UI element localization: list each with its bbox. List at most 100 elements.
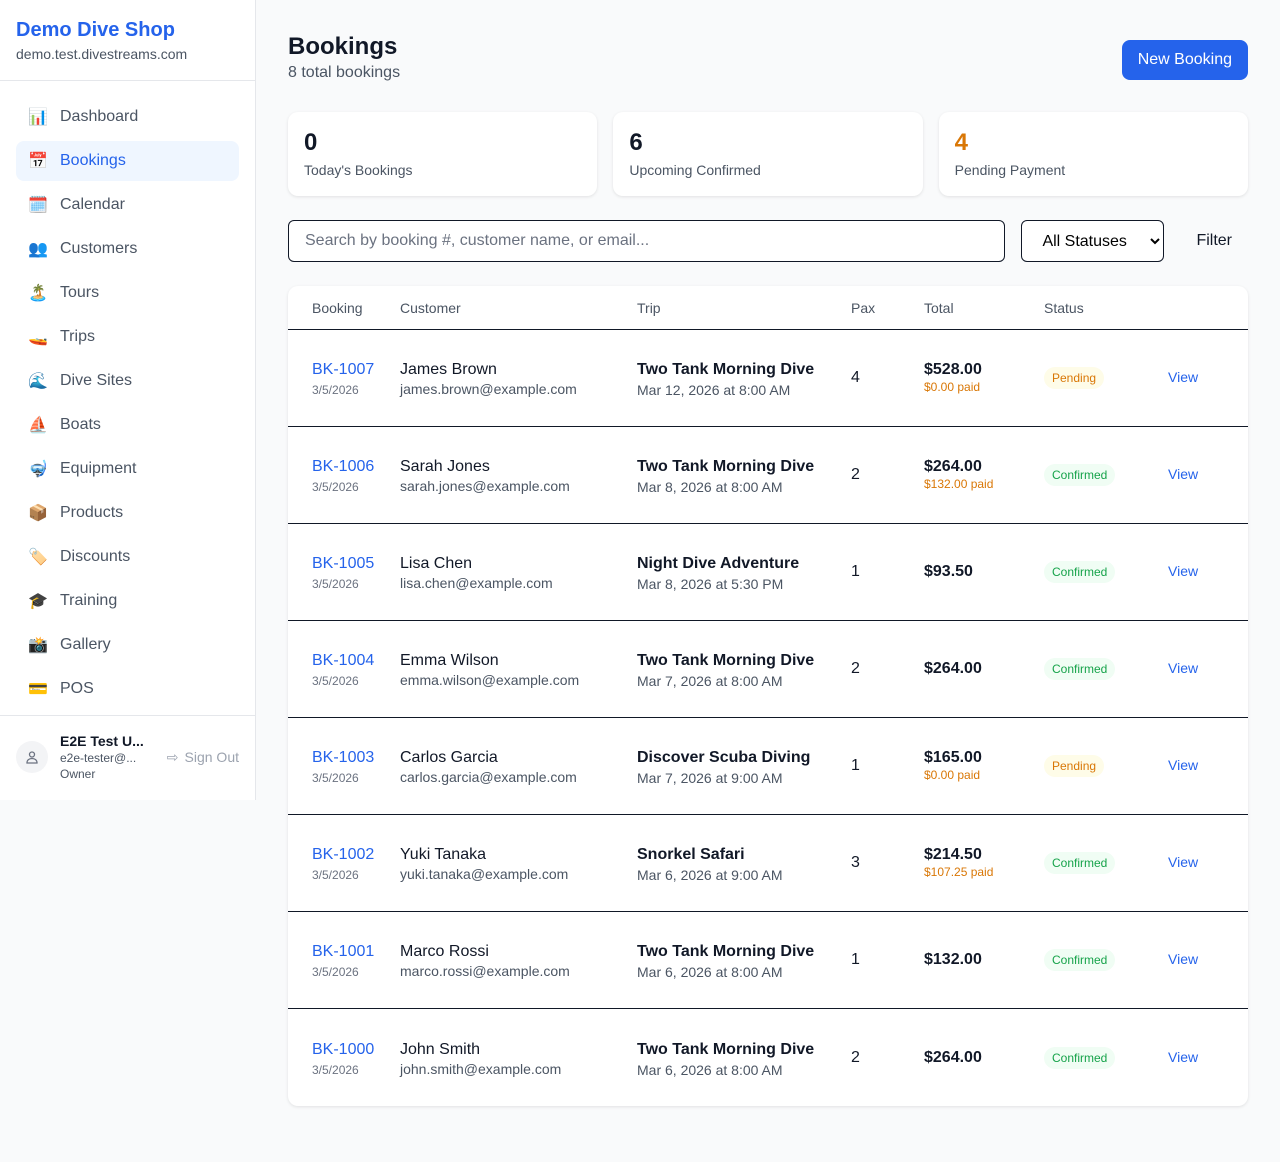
customer-cell: Yuki Tanaka yuki.tanaka@example.com: [400, 844, 637, 882]
sidebar-item-tours[interactable]: 🏝️ Tours: [16, 273, 239, 313]
booking-link[interactable]: BK-1002: [312, 846, 375, 863]
search-input[interactable]: [288, 220, 1006, 262]
sidebar-item-training[interactable]: 🎓 Training: [16, 581, 239, 621]
booking-link[interactable]: BK-1006: [312, 458, 375, 475]
action-cell: View: [1168, 563, 1248, 581]
sidebar-item-equipment[interactable]: 🤿 Equipment: [16, 449, 239, 489]
sidebar-item-dive-sites[interactable]: 🌊 Dive Sites: [16, 361, 239, 401]
user-avatar-icon: [16, 741, 48, 773]
chart-icon: 📊: [28, 109, 48, 126]
booking-cell: BK-1000 3/5/2026: [288, 1038, 400, 1078]
customer-email: carlos.garcia@example.com: [400, 769, 577, 785]
sidebar-item-bookings[interactable]: 📅 Bookings: [16, 141, 239, 181]
stat-label: Pending Payment: [954, 162, 1066, 178]
new-booking-button[interactable]: New Booking: [1121, 40, 1248, 80]
sidebar-item-dashboard[interactable]: 📊 Dashboard: [16, 97, 239, 137]
booking-link[interactable]: BK-1007: [312, 361, 375, 378]
view-link[interactable]: View: [1168, 951, 1199, 967]
sidebar-item-calendar[interactable]: 🗓️ Calendar: [16, 185, 239, 225]
pax-count: 2: [851, 1048, 860, 1066]
trip-date: Mar 6, 2026 at 8:00 AM: [637, 964, 783, 980]
booking-link[interactable]: BK-1003: [312, 749, 375, 766]
table-row: BK-1002 3/5/2026 Yuki Tanaka yuki.tanaka@ex…: [288, 815, 1248, 912]
sign-out-button[interactable]: ⇨ Sign Out: [167, 749, 239, 766]
paid-amount: $107.25 paid: [924, 865, 994, 879]
sidebar-item-customers[interactable]: 👥 Customers: [16, 229, 239, 269]
sidebar-item-label: Customers: [60, 240, 138, 257]
table-row: BK-1000 3/5/2026 John Smith john.smith@exam…: [288, 1009, 1248, 1106]
action-cell: View: [1168, 854, 1248, 872]
total-amount: $264.00: [924, 458, 982, 475]
trip-cell: Two Tank Morning Dive Mar 6, 2026 at 8:00…: [637, 1038, 851, 1078]
trip-date: Mar 7, 2026 at 9:00 AM: [637, 770, 783, 786]
trip-cell: Snorkel Safari Mar 6, 2026 at 9:00 AM: [637, 843, 851, 883]
island-icon: 🏝️: [28, 285, 48, 302]
brand-name[interactable]: Demo Dive Shop: [16, 19, 175, 41]
sidebar-item-label: Products: [60, 504, 124, 521]
booking-link[interactable]: BK-1000: [312, 1040, 375, 1058]
status-cell: Confirmed: [1044, 1046, 1168, 1069]
pax-count: 2: [851, 466, 860, 483]
trip-name: Two Tank Morning Dive: [637, 652, 815, 669]
booking-link[interactable]: BK-1005: [312, 555, 375, 572]
action-cell: View: [1168, 660, 1248, 678]
sailboat-icon: ⛵: [28, 417, 48, 434]
sidebar-item-label: Discounts: [60, 548, 131, 565]
booking-date: 3/5/2026: [312, 868, 359, 882]
sidebar-item-label: Tours: [60, 284, 100, 301]
booking-cell: BK-1004 3/5/2026: [288, 649, 400, 689]
sidebar-item-label: Trips: [60, 328, 95, 345]
booking-date: 3/5/2026: [312, 771, 359, 785]
customer-name: Yuki Tanaka: [400, 846, 486, 863]
user-email: e2e-tester@...: [60, 751, 137, 765]
page-header: Bookings 8 total bookings New Booking: [288, 32, 1248, 112]
customer-name: Sarah Jones: [400, 458, 490, 475]
status-badge: Confirmed: [1044, 658, 1116, 680]
sidebar-item-pos[interactable]: 💳 POS: [16, 669, 239, 709]
view-link[interactable]: View: [1168, 854, 1199, 870]
booking-date: 3/5/2026: [312, 965, 359, 979]
trip-cell: Night Dive Adventure Mar 8, 2026 at 5:30 …: [637, 552, 851, 592]
booking-date: 3/5/2026: [312, 674, 359, 688]
booking-date: 3/5/2026: [312, 480, 359, 494]
view-link[interactable]: View: [1168, 369, 1199, 385]
trip-date: Mar 8, 2026 at 8:00 AM: [637, 479, 783, 495]
view-link[interactable]: View: [1168, 757, 1199, 773]
total-amount: $264.00: [924, 660, 982, 677]
trip-name: Two Tank Morning Dive: [637, 943, 815, 960]
view-link[interactable]: View: [1168, 466, 1199, 482]
credit-card-icon: 💳: [28, 681, 48, 698]
sidebar-item-trips[interactable]: 🚤 Trips: [16, 317, 239, 357]
stat-card: 0 Today's Bookings: [288, 112, 598, 196]
table-row: BK-1004 3/5/2026 Emma Wilson emma.wilson@ex…: [288, 621, 1248, 718]
customer-email: marco.rossi@example.com: [400, 963, 570, 979]
column-header: Status: [1044, 299, 1084, 316]
sidebar-item-products[interactable]: 📦 Products: [16, 493, 239, 533]
view-link[interactable]: View: [1168, 563, 1199, 579]
page-subtitle: 8 total bookings: [288, 64, 401, 81]
camera-icon: 📸: [28, 637, 48, 654]
sidebar-item-boats[interactable]: ⛵ Boats: [16, 405, 239, 445]
customer-cell: John Smith john.smith@example.com: [400, 1039, 637, 1077]
total-amount: $165.00: [924, 749, 982, 766]
column-header: Total: [924, 299, 954, 316]
view-link[interactable]: View: [1168, 1048, 1199, 1065]
sidebar-item-discounts[interactable]: 🏷️ Discounts: [16, 537, 239, 577]
trip-date: Mar 8, 2026 at 5:30 PM: [637, 576, 784, 592]
booking-cell: BK-1007 3/5/2026: [288, 358, 400, 398]
status-badge: Confirmed: [1044, 561, 1116, 583]
sidebar-item-gallery[interactable]: 📸 Gallery: [16, 625, 239, 665]
booking-link[interactable]: BK-1004: [312, 652, 375, 669]
brand: Demo Dive Shop demo.test.divestreams.com: [0, 0, 255, 81]
status-select[interactable]: All Statuses: [1021, 220, 1165, 262]
stat-value: 4: [954, 129, 969, 156]
action-cell: View: [1168, 1049, 1248, 1067]
view-link[interactable]: View: [1168, 660, 1199, 676]
total-cell: $528.00 $0.00 paid: [924, 361, 1044, 395]
status-cell: Confirmed: [1044, 949, 1168, 971]
status-cell: Confirmed: [1044, 852, 1168, 874]
status-badge: Confirmed: [1044, 949, 1116, 971]
filter-button[interactable]: Filter: [1180, 232, 1248, 250]
pax-count: 1: [851, 757, 860, 774]
booking-link[interactable]: BK-1001: [312, 943, 375, 960]
